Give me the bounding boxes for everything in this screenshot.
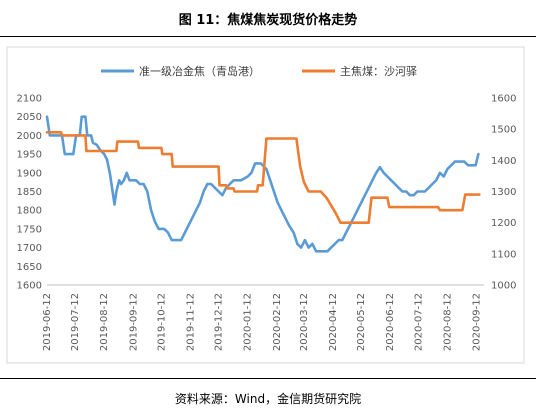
series-line-coking-coal <box>45 131 481 224</box>
right-tick-label: 1400 <box>491 156 516 167</box>
left-tick-label: 2100 <box>17 94 42 105</box>
right-tick-label: 1300 <box>491 187 516 198</box>
x-tick-label: 2020-07-12 <box>413 293 424 351</box>
bottom-rule <box>0 378 536 379</box>
x-tick-label: 2019-08-12 <box>99 293 110 351</box>
right-tick-label: 1500 <box>491 125 516 136</box>
series-layer <box>45 115 481 253</box>
x-tick-label: 2020-01-12 <box>243 293 254 351</box>
source-note: 资料来源：Wind，金信期货研究院 <box>174 392 362 406</box>
x-tick-label: 2020-03-12 <box>299 293 310 351</box>
left-tick-label: 1800 <box>17 206 42 217</box>
x-tick-label: 2020-05-12 <box>356 293 367 351</box>
x-tick-label: 2020-02-12 <box>272 293 283 351</box>
right-tick-label: 1600 <box>491 94 516 105</box>
left-tick-label: 1950 <box>17 150 42 161</box>
legend-label: 准一级冶金焦（青岛港） <box>139 64 260 78</box>
series-line-coke <box>45 115 480 253</box>
x-tick-label: 2019-11-12 <box>185 293 196 351</box>
chart-title: 图 11：焦煤焦炭现货价格走势 <box>178 13 358 28</box>
chart-frame <box>6 46 525 364</box>
x-tick-label: 2019-12-12 <box>214 293 225 351</box>
legend-label: 主焦煤：沙河驿 <box>340 65 417 78</box>
left-tick-label: 1650 <box>17 262 42 273</box>
left-tick-label: 1850 <box>17 187 42 198</box>
x-tick-label: 2020-08-12 <box>442 293 453 351</box>
right-tick-label: 1100 <box>491 249 516 260</box>
x-tick-label: 2019-09-12 <box>128 293 139 351</box>
top-rule <box>0 36 536 37</box>
x-tick-label: 2020-04-12 <box>328 293 339 351</box>
left-tick-label: 2000 <box>17 131 42 142</box>
left-y-axis: 1600 1650 1700 1750 1800 1850 1900 1950 2000 2050… <box>17 94 42 292</box>
left-tick-label: 2050 <box>17 112 42 123</box>
right-tick-label: 1000 <box>491 281 516 292</box>
x-tick-label: 2020-06-12 <box>385 293 396 351</box>
right-y-axis: 1000 1100 1200 1300 1400 1500 1600 <box>491 94 516 292</box>
x-axis: 2019-06-12 2019-07-12 2019-08-12 2019-09-12… <box>42 284 484 351</box>
x-tick-label: 2019-07-12 <box>70 293 81 351</box>
legend: 准一级冶金焦（青岛港） 主焦煤：沙河驿 <box>101 64 417 78</box>
x-tick-label: 2019-10-12 <box>156 293 167 351</box>
left-tick-label: 1750 <box>17 224 42 235</box>
right-tick-label: 1200 <box>491 218 516 229</box>
left-tick-label: 1600 <box>17 281 42 292</box>
left-tick-label: 1700 <box>17 243 42 254</box>
x-tick-label: 2019-06-12 <box>42 293 53 351</box>
left-tick-label: 1900 <box>17 168 42 179</box>
x-tick-label: 2020-09-12 <box>471 293 482 351</box>
